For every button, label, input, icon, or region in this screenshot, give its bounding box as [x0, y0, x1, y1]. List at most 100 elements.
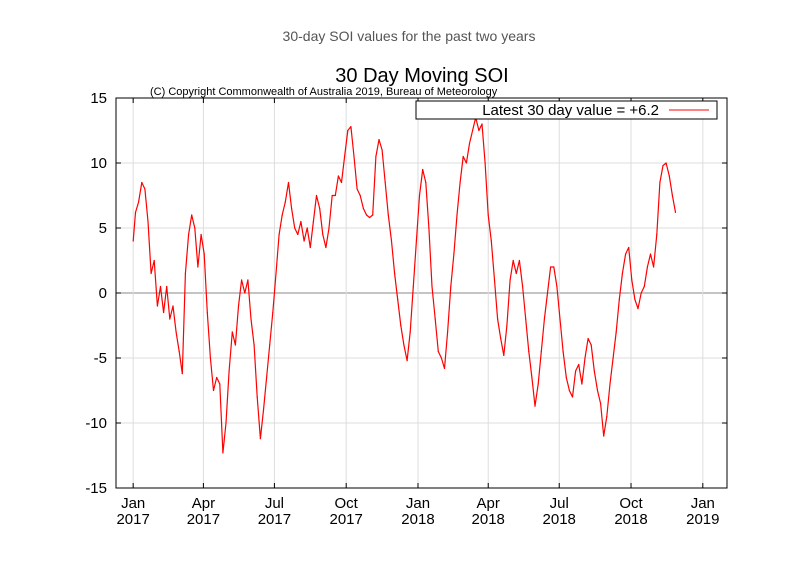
data-point [334, 194, 336, 197]
data-point [409, 331, 411, 333]
data-point [546, 292, 549, 294]
x-tick-label-month: Jan [406, 495, 430, 512]
data-point [428, 227, 430, 229]
chart-legend: Latest 30 day value = +6.2 [415, 100, 718, 120]
data-point [297, 233, 299, 236]
data-point [172, 305, 174, 307]
x-tick-label-month: Jan [121, 495, 145, 512]
data-point [584, 357, 586, 359]
data-point [646, 266, 649, 268]
x-tick-label-month: Jul [550, 495, 569, 512]
data-point [503, 354, 505, 356]
data-point [400, 324, 402, 327]
page-caption: 30-day SOI values for the past two years [282, 28, 536, 44]
data-point [556, 285, 558, 288]
data-point [506, 324, 508, 327]
data-point [212, 389, 215, 392]
data-point [319, 207, 321, 210]
data-point [163, 311, 165, 314]
x-tick-label-month: Jul [265, 495, 284, 512]
data-point [459, 181, 461, 184]
data-point [225, 422, 227, 424]
data-point [206, 311, 208, 314]
data-point [262, 409, 265, 411]
series-line [132, 116, 677, 454]
x-tick-label-month: Oct [619, 495, 643, 512]
data-point [134, 211, 137, 213]
data-point [571, 396, 574, 398]
data-point [472, 129, 474, 132]
data-point [493, 279, 496, 281]
x-tick-label-year: 2018 [472, 511, 505, 528]
data-point [375, 155, 377, 158]
data-point [141, 181, 143, 184]
data-point [540, 350, 542, 353]
data-point [478, 129, 480, 132]
data-point [344, 155, 346, 158]
data-point [159, 285, 162, 288]
data-point [132, 240, 134, 242]
data-point [500, 337, 502, 340]
x-tick-label-month: Oct [335, 495, 359, 512]
data-point [331, 194, 333, 197]
x-tick-label-month: Apr [477, 495, 500, 512]
x-tick-label-month: Apr [192, 495, 215, 512]
data-point [618, 298, 620, 301]
data-point [291, 207, 293, 210]
data-point [259, 438, 261, 440]
data-point [216, 376, 218, 379]
data-point [565, 376, 567, 379]
data-point [266, 376, 268, 379]
data-point [234, 344, 236, 346]
x-tick-label-year: 2017 [116, 511, 149, 528]
data-point [219, 383, 221, 385]
data-point [194, 227, 196, 229]
data-point [325, 246, 327, 249]
data-point [191, 214, 193, 216]
data-point [384, 181, 386, 184]
x-tick-label-year: 2017 [258, 511, 291, 528]
data-point [525, 318, 527, 320]
data-point [372, 214, 374, 216]
data-point [200, 233, 202, 236]
legend-label: Latest 30 day value = +6.2 [482, 102, 659, 119]
data-point [353, 155, 355, 158]
y-tick-label: 15 [90, 90, 107, 107]
data-point [581, 383, 583, 385]
x-tick-label-year: 2017 [187, 511, 220, 528]
data-point [406, 360, 408, 362]
data-point [596, 389, 599, 392]
data-point [269, 344, 271, 346]
data-point [443, 367, 446, 369]
data-point [309, 246, 311, 249]
data-point [628, 246, 630, 249]
data-point [465, 162, 467, 164]
data-point [244, 292, 246, 294]
data-point [272, 311, 274, 314]
data-point [668, 175, 670, 177]
y-tick-label: -10 [85, 415, 107, 432]
data-point [653, 266, 655, 268]
data-point [278, 233, 280, 236]
data-point [312, 220, 314, 223]
data-point [197, 266, 199, 268]
data-point [440, 357, 442, 359]
x-tick-label-year: 2018 [614, 511, 647, 528]
data-point [659, 181, 661, 184]
data-point [365, 214, 368, 216]
data-point [553, 266, 555, 268]
y-tick-label: 0 [99, 285, 107, 302]
data-point [528, 350, 530, 353]
data-point [184, 272, 186, 275]
data-point [462, 155, 464, 158]
data-point [178, 350, 180, 353]
data-point [656, 233, 658, 236]
data-point [362, 207, 364, 210]
data-point [649, 253, 652, 255]
data-point [550, 266, 552, 268]
data-point [166, 285, 168, 288]
legend-box [415, 100, 718, 120]
data-point [144, 188, 146, 190]
data-point [425, 181, 427, 184]
data-point [631, 279, 633, 281]
